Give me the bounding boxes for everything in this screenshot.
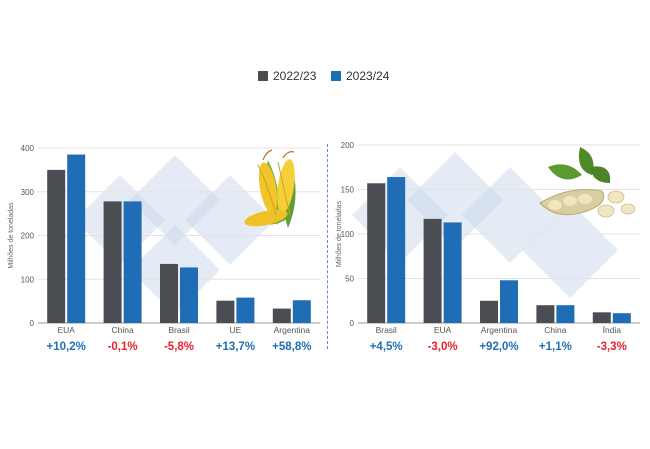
chart-legend: 2022/23 2023/24 xyxy=(0,68,650,84)
corn-change-label: -0,1% xyxy=(108,341,138,353)
soy-bar-argentina-2023-24 xyxy=(500,280,518,323)
soy-bar-china-2023-24 xyxy=(556,305,575,323)
soy-y-tick-label: 150 xyxy=(341,186,355,195)
illustration-layer xyxy=(244,147,636,228)
corn-bar-argentina-2022-23 xyxy=(272,308,291,323)
soy-x-tick-label: Índia xyxy=(603,325,622,335)
corn-y-tick-label: 300 xyxy=(21,188,35,197)
watermark-diamond xyxy=(185,175,275,265)
soy-y-tick-label: 0 xyxy=(350,319,355,328)
soybean-icon xyxy=(539,147,636,218)
soy-bar-brasil-2022-23 xyxy=(367,183,386,323)
legend-swatch-2022-23 xyxy=(258,71,268,81)
corn-x-tick-label: China xyxy=(111,325,133,335)
corn-cob xyxy=(277,159,295,213)
chart-divider xyxy=(327,144,328,349)
label-layer: 0 100 200 300 400 Milhões de toneladas EUA +10,… xyxy=(8,141,627,353)
corn-x-tick-label: Argentina xyxy=(274,325,311,335)
corn-bar-brasil-2022-23 xyxy=(160,263,178,323)
corn-bar-ue-2023-24 xyxy=(236,297,255,323)
corn-change-label: +13,7% xyxy=(216,341,255,353)
soy-x-tick-label: Brasil xyxy=(376,325,397,335)
corn-bar-argentina-2023-24 xyxy=(292,300,311,323)
watermark-diamond xyxy=(462,167,558,263)
soy-y-tick-label: 50 xyxy=(345,275,354,284)
soy-y-tick-label: 200 xyxy=(341,141,355,150)
corn-x-tick-label: Brasil xyxy=(168,325,189,335)
corn-bar-china-2022-23 xyxy=(103,201,122,323)
corn-bar-eua-2023-24 xyxy=(67,154,86,323)
legend-label-2022-23: 2022/23 xyxy=(273,69,317,83)
corn-change-label: +10,2% xyxy=(47,341,86,353)
corn-change-label: -5,8% xyxy=(164,341,194,353)
corn-y-tick-label: 400 xyxy=(21,144,35,153)
soybean-leaf xyxy=(548,164,582,180)
corn-y-tick-label: 200 xyxy=(21,232,35,241)
soybean-leaf xyxy=(578,147,594,175)
corn-y-axis-title: Milhões de toneladas xyxy=(8,202,15,269)
soybean-seed xyxy=(563,196,577,206)
soybean-seed xyxy=(548,200,562,210)
soy-x-tick-label: Argentina xyxy=(481,325,518,335)
corn-kernel-lines xyxy=(257,161,291,216)
corn-change-label: +58,8% xyxy=(272,341,311,353)
soy-bar-brasil-2023-24 xyxy=(387,177,406,323)
soy-change-label: +92,0% xyxy=(479,341,518,353)
soy-y-tick-label: 100 xyxy=(341,230,355,239)
soy-y-axis-title: Milhões de toneladas xyxy=(336,200,343,267)
corn-bar-china-2023-24 xyxy=(123,201,142,323)
soy-bar-china-2022-23 xyxy=(536,305,555,323)
soybean-seed xyxy=(607,190,625,204)
soybean-seed xyxy=(620,203,636,215)
soy-bar-eua-2022-23 xyxy=(423,218,442,323)
watermark-diamond xyxy=(130,155,220,245)
soy-bar-índia-2023-24 xyxy=(612,313,631,323)
corn-bar-eua-2022-23 xyxy=(47,169,66,323)
legend-swatch-2023-24 xyxy=(331,71,341,81)
corn-bar-brasil-2023-24 xyxy=(180,267,198,323)
soy-bar-argentina-2022-23 xyxy=(480,300,498,323)
soy-x-tick-label: EUA xyxy=(434,325,452,335)
soy-x-tick-label: China xyxy=(544,325,566,335)
bar-layer xyxy=(47,154,631,323)
corn-silk xyxy=(262,149,295,161)
soy-change-label: -3,0% xyxy=(428,341,458,353)
soy-change-label: -3,3% xyxy=(597,341,627,353)
soy-change-label: +4,5% xyxy=(370,341,403,353)
corn-x-tick-label: UE xyxy=(229,325,241,335)
soybean-leaf xyxy=(590,166,611,183)
corn-bar-ue-2022-23 xyxy=(216,300,235,323)
corn-cob xyxy=(244,209,288,227)
corn-x-tick-label: EUA xyxy=(57,325,75,335)
corn-icon xyxy=(244,149,296,228)
watermark-diamond xyxy=(522,202,618,298)
corn-y-tick-label: 100 xyxy=(21,275,35,284)
legend-label-2023-24: 2023/24 xyxy=(346,69,390,83)
soy-bar-índia-2022-23 xyxy=(592,312,611,323)
soy-bar-eua-2023-24 xyxy=(443,222,462,323)
corn-y-tick-label: 0 xyxy=(30,319,35,328)
soy-change-label: +1,1% xyxy=(539,341,572,353)
soybean-seed xyxy=(578,194,592,204)
soybean-seed xyxy=(597,204,615,218)
